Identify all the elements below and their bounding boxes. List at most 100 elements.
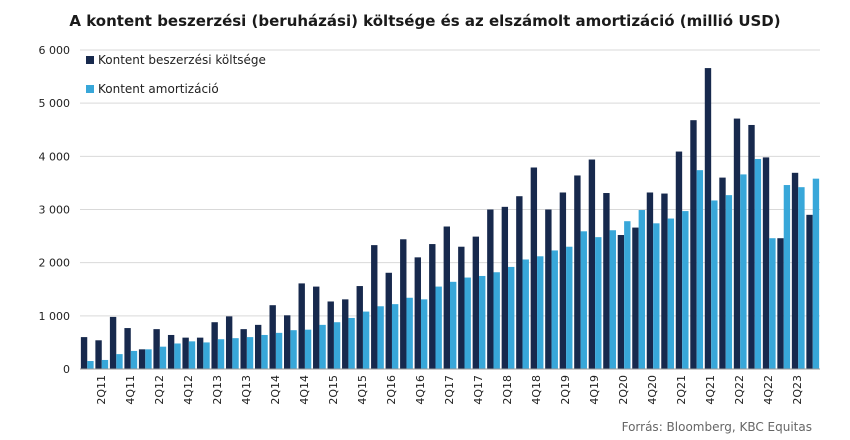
bar-content-amortization <box>450 281 457 369</box>
x-tick-label: 4Q22 <box>762 375 775 405</box>
bar-content-cost <box>762 157 770 369</box>
bar-content-cost <box>632 227 639 369</box>
bar-content-cost <box>109 316 117 369</box>
bar-content-amortization <box>508 266 515 369</box>
bar-content-cost <box>719 177 726 369</box>
x-tick-label: 4Q19 <box>588 375 601 405</box>
bar-content-amortization <box>783 185 791 369</box>
source-note: Forrás: Bloomberg, KBC Equitas <box>621 420 812 434</box>
bar-content-amortization <box>116 354 123 369</box>
bar-content-cost <box>704 68 712 369</box>
bar-content-amortization <box>188 341 196 369</box>
bar-content-cost <box>429 244 436 369</box>
bar-content-amortization <box>406 297 413 369</box>
bar-content-amortization <box>580 231 587 369</box>
bar-content-cost <box>240 329 247 370</box>
bar-content-cost <box>342 299 349 369</box>
bar-content-amortization <box>566 246 573 369</box>
bar-content-cost <box>617 235 625 369</box>
bar-content-cost <box>487 209 494 369</box>
bar-content-cost <box>138 349 146 369</box>
x-tick-label: 2Q15 <box>327 375 340 405</box>
bar-content-cost <box>516 196 523 369</box>
x-axis-tick-labels: 2Q11 4Q11 2Q12 4Q12 2Q13 4Q13 2Q14 4Q14 2Q15 4Q15… <box>95 375 804 405</box>
bar-content-cost <box>443 226 450 369</box>
y-axis-tick-labels: 0 1 000 2 000 3 000 4 000 5 000 6 000 <box>39 44 71 376</box>
x-tick-label: 4Q16 <box>414 375 427 405</box>
bar-content-cost <box>153 329 160 370</box>
bar-content-amortization <box>319 324 326 369</box>
x-tick-label: 4Q15 <box>356 375 369 405</box>
bar-content-cost <box>777 238 784 369</box>
x-tick-label: 4Q20 <box>646 375 659 405</box>
bar-content-cost <box>269 305 276 369</box>
legend-swatch <box>86 85 94 93</box>
bar-content-amortization <box>232 338 239 369</box>
bar-content-cost <box>385 272 392 369</box>
bar-content-amortization <box>595 237 602 369</box>
bar-content-amortization <box>159 346 167 369</box>
legend-swatch <box>86 56 94 64</box>
bar-content-amortization <box>348 317 355 369</box>
bar-content-cost <box>211 322 218 369</box>
bar-content-amortization <box>391 304 399 369</box>
x-tick-label: 2Q18 <box>501 375 514 405</box>
y-tick-label: 1 000 <box>39 310 71 323</box>
bar-content-amortization <box>304 329 312 369</box>
bar-content-cost <box>791 172 799 369</box>
bar-content-amortization <box>638 210 646 369</box>
bar-content-amortization <box>754 158 762 369</box>
y-tick-label: 2 000 <box>39 257 71 270</box>
bar-content-amortization <box>333 322 341 369</box>
y-tick-label: 4 000 <box>39 150 71 163</box>
bar-content-amortization <box>290 330 297 369</box>
chart-title: A kontent beszerzési (beruházási) költsé… <box>69 12 781 30</box>
bar-content-amortization <box>87 361 94 369</box>
bar-content-cost <box>748 124 755 369</box>
bar-content-amortization <box>377 306 384 369</box>
bar-content-cost <box>472 236 480 369</box>
bar-content-amortization <box>798 187 805 369</box>
bar-content-amortization <box>362 311 370 369</box>
bar-content-cost <box>574 175 581 369</box>
bar-content-cost <box>414 257 421 369</box>
bar-content-amortization <box>275 332 283 369</box>
bar-content-cost <box>196 337 204 369</box>
bars <box>80 68 820 370</box>
legend-label: Kontent amortizáció <box>98 82 219 96</box>
bar-content-amortization <box>522 259 529 369</box>
bar-content-amortization <box>667 218 675 369</box>
x-tick-label: 4Q11 <box>124 375 137 405</box>
y-tick-label: 6 000 <box>39 44 71 57</box>
bar-content-cost <box>284 315 291 369</box>
bar-content-cost <box>733 118 741 369</box>
x-tick-label: 2Q11 <box>95 375 108 405</box>
bar-content-cost <box>356 286 363 369</box>
bar-content-cost <box>458 246 465 369</box>
bar-content-cost <box>371 245 378 369</box>
bar-content-cost <box>588 159 596 369</box>
bar-content-amortization <box>174 343 181 369</box>
x-tick-label: 4Q13 <box>240 375 253 405</box>
x-tick-label: 2Q17 <box>443 375 456 405</box>
bar-content-amortization <box>696 170 704 369</box>
x-tick-label: 2Q20 <box>617 375 630 405</box>
x-tick-label: 4Q17 <box>472 375 485 405</box>
legend-label: Kontent beszerzési költsége <box>98 53 266 67</box>
bar-content-cost <box>806 214 813 369</box>
bar-content-amortization <box>740 174 747 369</box>
bar-content-cost <box>646 192 654 369</box>
bar-content-cost <box>225 316 233 369</box>
bar-content-cost <box>559 192 567 369</box>
bar-content-amortization <box>435 286 442 369</box>
x-tick-label: 2Q22 <box>733 375 746 405</box>
bar-content-cost <box>167 334 175 369</box>
x-tick-label: 2Q14 <box>269 375 282 405</box>
x-tick-label: 4Q21 <box>704 375 717 405</box>
bar-content-cost <box>545 209 552 369</box>
bar-content-amortization <box>479 275 486 369</box>
bar-content-cost <box>675 151 683 369</box>
bar-content-cost <box>661 193 668 369</box>
bar-content-amortization <box>537 256 544 369</box>
